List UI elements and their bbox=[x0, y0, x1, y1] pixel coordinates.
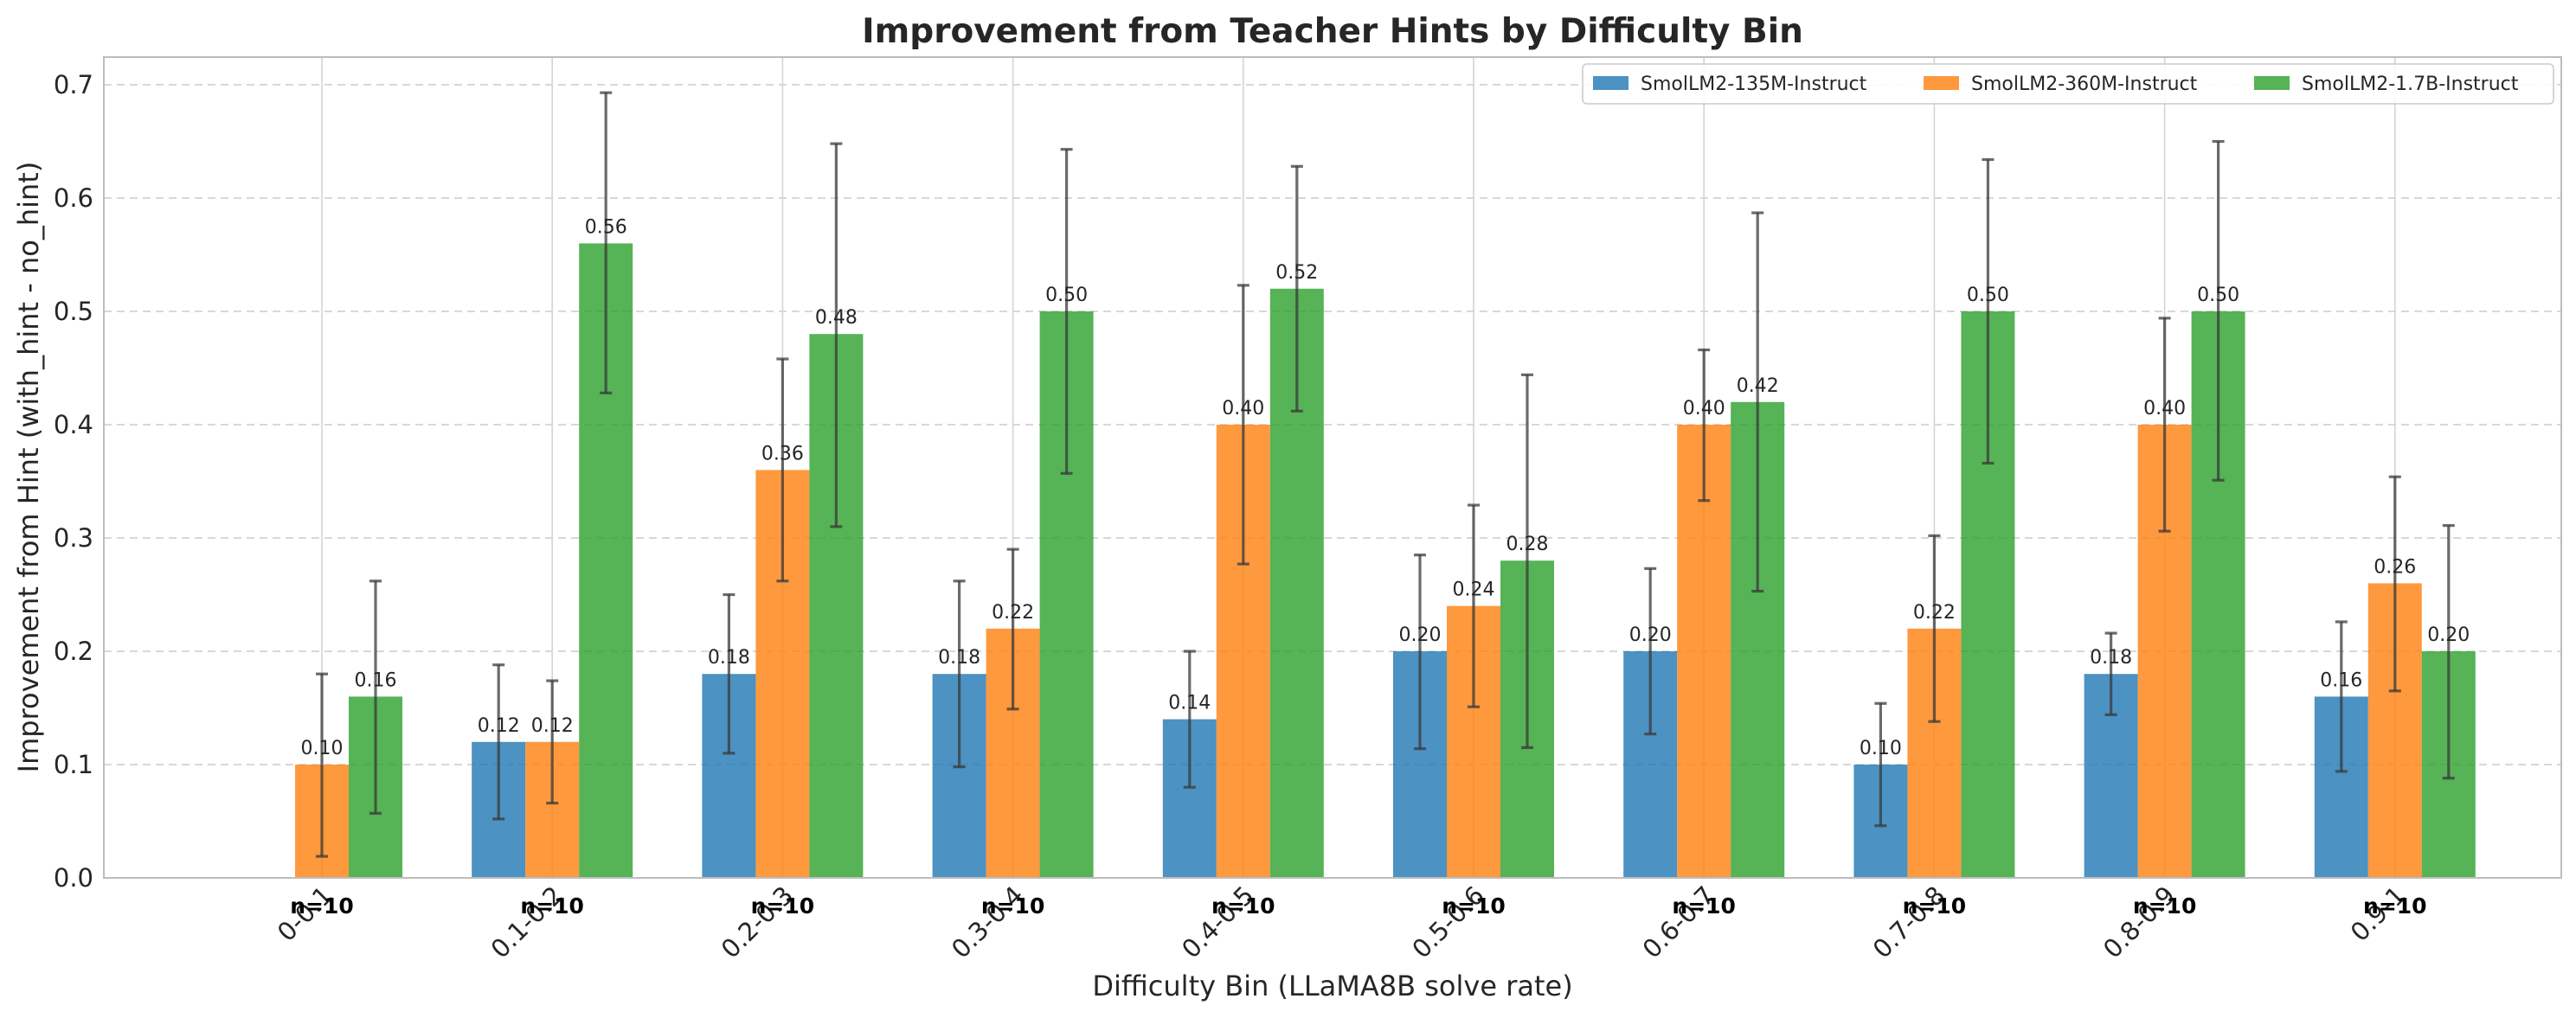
n-label: n=10 bbox=[1442, 893, 1506, 919]
value-label: 0.50 bbox=[1045, 285, 1088, 306]
legend-swatch bbox=[2254, 76, 2290, 90]
legend-label: SmolLM2-360M-Instruct bbox=[1971, 74, 2198, 95]
value-label: 0.12 bbox=[478, 715, 520, 737]
value-label: 0.20 bbox=[1399, 624, 1442, 646]
y-tick-label: 0.4 bbox=[54, 410, 93, 439]
y-tick-label: 0.6 bbox=[54, 183, 93, 213]
n-label: n=10 bbox=[981, 893, 1045, 919]
y-tick-label: 0.2 bbox=[54, 637, 93, 666]
value-label: 0.28 bbox=[1506, 534, 1549, 555]
value-label: 0.18 bbox=[938, 647, 980, 669]
n-label: n=10 bbox=[2363, 893, 2427, 919]
n-label: n=10 bbox=[751, 893, 815, 919]
value-label: 0.50 bbox=[2197, 285, 2239, 306]
value-label: 0.48 bbox=[815, 307, 858, 329]
n-label: n=10 bbox=[1211, 893, 1275, 919]
n-label: n=10 bbox=[290, 893, 354, 919]
value-label: 0.16 bbox=[355, 669, 397, 691]
y-tick-label: 0.0 bbox=[54, 863, 93, 893]
value-label: 0.16 bbox=[2320, 669, 2362, 691]
n-label: n=10 bbox=[1903, 893, 1967, 919]
value-label: 0.18 bbox=[2090, 647, 2132, 669]
value-label: 0.12 bbox=[531, 715, 574, 737]
n-label: n=10 bbox=[1672, 893, 1736, 919]
n-label: n=10 bbox=[520, 893, 584, 919]
value-label: 0.40 bbox=[1222, 398, 1264, 419]
value-label: 0.50 bbox=[1967, 285, 2009, 306]
legend-swatch bbox=[1924, 76, 1959, 90]
value-label: 0.20 bbox=[1629, 624, 1672, 646]
value-label: 0.18 bbox=[708, 647, 750, 669]
y-tick-label: 0.7 bbox=[54, 70, 93, 99]
value-label: 0.20 bbox=[2427, 624, 2470, 646]
value-label: 0.22 bbox=[1913, 602, 1956, 624]
legend: SmolLM2-135M-Instruct SmolLM2-360M-Instru… bbox=[1583, 64, 2554, 104]
y-axis-title: Improvement from Hint (with_hint - no_hi… bbox=[12, 162, 45, 773]
value-label: 0.40 bbox=[2143, 398, 2186, 419]
value-label: 0.26 bbox=[2374, 556, 2416, 578]
value-label: 0.24 bbox=[1453, 579, 1495, 601]
legend-label: SmolLM2-135M-Instruct bbox=[1641, 74, 1867, 95]
value-label: 0.14 bbox=[1168, 693, 1211, 714]
y-tick-label: 0.1 bbox=[54, 750, 93, 779]
value-label: 0.56 bbox=[585, 216, 627, 238]
x-axis-title: Difficulty Bin (LLaMA8B solve rate) bbox=[1092, 970, 1572, 1002]
value-label: 0.10 bbox=[1860, 738, 1902, 759]
legend-swatch bbox=[1593, 76, 1628, 90]
value-label: 0.10 bbox=[301, 738, 344, 759]
value-label: 0.22 bbox=[992, 602, 1034, 624]
y-tick-label: 0.5 bbox=[54, 297, 93, 326]
legend-label: SmolLM2-1.7B-Instruct bbox=[2302, 74, 2519, 95]
y-tick-label: 0.3 bbox=[54, 523, 93, 553]
value-label: 0.42 bbox=[1737, 375, 1779, 397]
value-label: 0.40 bbox=[1683, 398, 1725, 419]
value-label: 0.52 bbox=[1275, 262, 1318, 284]
chart-title: Improvement from Teacher Hints by Diffic… bbox=[862, 12, 1803, 51]
value-label: 0.36 bbox=[761, 443, 804, 464]
n-label: n=10 bbox=[2133, 893, 2197, 919]
